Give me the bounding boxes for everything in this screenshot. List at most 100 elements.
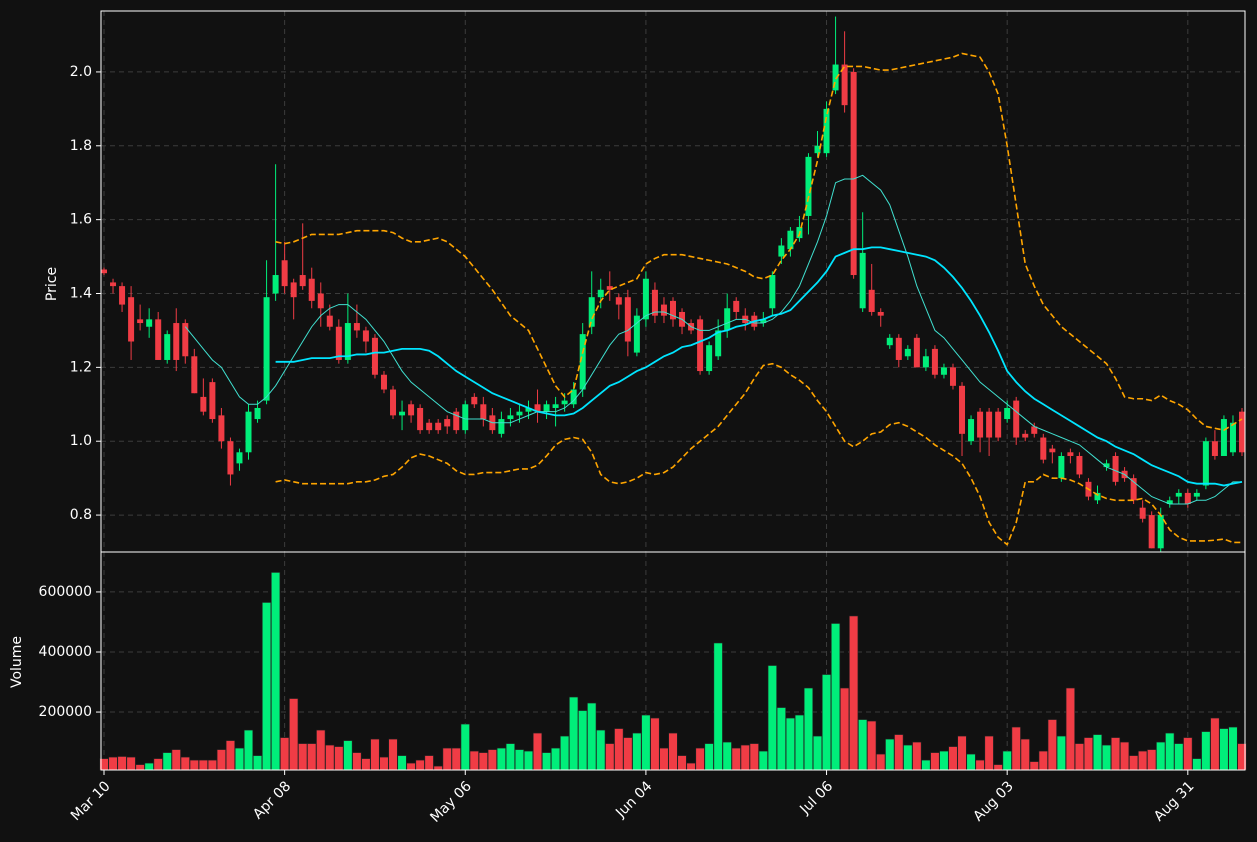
volume-bar: [1138, 750, 1148, 771]
volume-bar: [1119, 741, 1130, 771]
volume-bar: [596, 729, 606, 771]
volume-bar: [298, 743, 308, 771]
volume-bar: [668, 732, 678, 771]
candle-body: [444, 419, 451, 427]
volume-bar: [469, 750, 479, 771]
candle-body: [272, 275, 279, 294]
volume-bar: [794, 714, 805, 771]
volume-bar: [108, 756, 118, 771]
candle-body: [832, 64, 839, 91]
volume-bar: [1002, 750, 1012, 771]
candle-body: [1157, 515, 1164, 549]
candle-body: [642, 278, 649, 320]
candle-body: [1076, 455, 1083, 475]
candle-body: [200, 396, 207, 412]
candle-body: [1139, 507, 1146, 519]
volume-bar: [352, 752, 362, 771]
candle-body: [1067, 452, 1074, 456]
candle-body: [462, 404, 469, 431]
volume-bar: [849, 615, 859, 771]
candle-body: [904, 348, 911, 357]
volume-bar: [659, 747, 669, 771]
volume-bar: [677, 755, 687, 771]
candle-body: [949, 367, 956, 386]
candle-body: [417, 407, 424, 431]
candle-body: [516, 411, 523, 416]
volume-bar: [397, 755, 407, 771]
candle-body: [326, 315, 333, 327]
volume-bar: [1101, 744, 1112, 771]
volume-bar: [252, 755, 263, 771]
candle-body: [561, 400, 568, 405]
candle-body: [1193, 492, 1200, 497]
candle-body: [814, 145, 821, 154]
candle-body: [128, 297, 135, 342]
candle-body: [453, 411, 460, 431]
volume-bar: [605, 743, 615, 771]
volume-bar: [939, 750, 949, 771]
volume-bar: [496, 747, 506, 771]
volume-bar: [1020, 738, 1030, 771]
volume-bar: [632, 732, 642, 771]
volume-bar: [415, 759, 425, 771]
volume-bar: [704, 743, 714, 771]
volume-bar: [505, 743, 516, 771]
y-tick-label: 1.8: [70, 138, 92, 154]
candle-body: [1220, 419, 1227, 456]
indicator-line: [275, 246, 1243, 487]
volume-bar: [144, 762, 154, 771]
candle-body: [633, 315, 640, 353]
volume-bar: [731, 747, 741, 771]
candle-body: [959, 385, 966, 434]
volume-bar: [1092, 734, 1103, 771]
volume-bar: [370, 738, 380, 771]
candle-body: [624, 297, 631, 342]
candle-body: [570, 389, 577, 405]
volume-bar: [433, 765, 443, 771]
candle-body: [651, 289, 658, 316]
volume-bar: [830, 623, 841, 771]
candle-body: [209, 382, 216, 420]
volume-bar: [686, 762, 696, 771]
volume-bar: [442, 747, 452, 771]
y-tick-label: 2.0: [70, 64, 92, 80]
volume-bar: [550, 747, 561, 771]
y-tick-label: 1.4: [70, 286, 92, 302]
volume-bar: [280, 737, 290, 771]
volume-bar: [406, 762, 416, 771]
volume-bar: [749, 743, 759, 771]
volume-bar: [623, 737, 633, 771]
y-tick-label: 400000: [39, 644, 92, 660]
candle-body: [1112, 455, 1119, 482]
volume-bar: [858, 719, 868, 771]
candle-body: [579, 334, 586, 390]
candle-body: [525, 407, 532, 412]
candle-body: [299, 275, 306, 287]
volume-bar: [153, 758, 163, 771]
candle-body: [1184, 492, 1191, 504]
candle-body: [155, 319, 162, 360]
y-tick-label: 600000: [39, 584, 92, 600]
volume-bar: [523, 750, 534, 771]
candle-body: [1094, 492, 1101, 501]
candle-body: [119, 286, 126, 305]
candle-body: [778, 245, 785, 257]
candle-body: [724, 308, 731, 331]
volume-bar: [1219, 728, 1229, 771]
candle-body: [218, 415, 225, 442]
volume-bar: [388, 738, 398, 771]
candle-body: [940, 367, 947, 375]
volume-bar: [1165, 732, 1175, 771]
y-tick-label: 1.0: [70, 433, 92, 449]
volume-bar: [1038, 750, 1048, 771]
candle-body: [805, 156, 812, 216]
volume-bar: [216, 749, 227, 771]
volume-bar: [1065, 687, 1075, 771]
candle-body: [191, 356, 198, 394]
candle-body: [399, 411, 406, 416]
volume-bar: [722, 741, 732, 771]
candle-body: [426, 422, 433, 431]
